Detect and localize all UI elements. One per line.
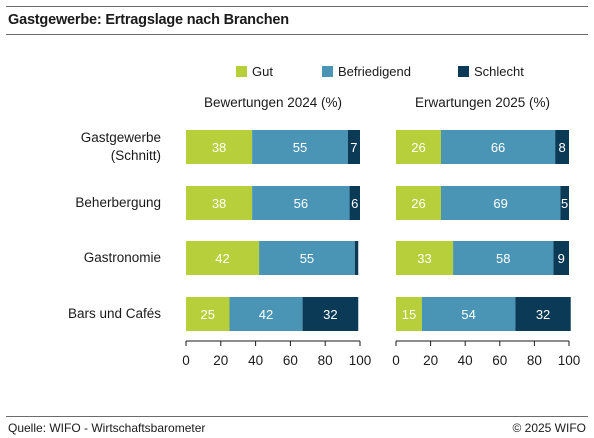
value-label-bewertungen-bars-und-caf-s-gut: 25 xyxy=(201,307,215,322)
value-label-bewertungen-bars-und-caf-s-befriedigend: 42 xyxy=(259,307,273,322)
tick-label-erwartungen-0: 0 xyxy=(392,353,400,368)
legend-label-gut: Gut xyxy=(252,64,273,79)
value-label-erwartungen-gastronomie-befriedigend: 58 xyxy=(496,251,510,266)
panel-title-bewertungen: Bewertungen 2024 (%) xyxy=(204,95,342,110)
tick-label-bewertungen-100: 100 xyxy=(349,353,372,368)
bar-bewertungen-gastronomie-gut xyxy=(186,241,260,275)
bar-erwartungen-gastronomie-gut xyxy=(396,241,454,275)
tick-label-bewertungen-40: 40 xyxy=(248,353,263,368)
value-label-bewertungen-gastgewerbe-schnitt-befriedigend: 55 xyxy=(293,140,307,155)
bar-bewertungen-beherbergung-schlecht xyxy=(349,186,360,220)
legend-swatch-befriedigend xyxy=(322,66,333,77)
tick-label-bewertungen-60: 60 xyxy=(283,353,298,368)
panel-title-erwartungen: Erwartungen 2025 (%) xyxy=(415,95,550,110)
bar-erwartungen-gastgewerbe-schnitt-schlecht xyxy=(555,130,569,164)
value-label-erwartungen-gastronomie-gut: 33 xyxy=(417,251,431,266)
bar-erwartungen-bars-und-caf-s-befriedigend xyxy=(421,297,516,331)
value-label-erwartungen-gastgewerbe-schnitt-schlecht: 8 xyxy=(558,140,565,155)
bar-erwartungen-gastgewerbe-schnitt-gut xyxy=(396,130,441,164)
bar-erwartungen-gastgewerbe-schnitt-befriedigend xyxy=(440,130,556,164)
bar-bewertungen-gastgewerbe-schnitt-befriedigend xyxy=(252,130,348,164)
value-label-erwartungen-beherbergung-gut: 26 xyxy=(411,196,425,211)
legend-label-befriedigend: Befriedigend xyxy=(338,64,411,79)
bar-bewertungen-gastronomie-befriedigend xyxy=(259,241,355,275)
tick-label-bewertungen-0: 0 xyxy=(182,353,190,368)
category-label-schnitt: (Schnitt) xyxy=(111,148,161,163)
value-label-erwartungen-gastronomie-schlecht: 9 xyxy=(558,251,565,266)
value-label-erwartungen-gastgewerbe-schnitt-befriedigend: 66 xyxy=(491,140,505,155)
bar-erwartungen-beherbergung-gut xyxy=(396,186,441,220)
legend-swatch-schlecht xyxy=(458,66,469,77)
value-label-erwartungen-bars-und-caf-s-befriedigend: 54 xyxy=(461,307,475,322)
bar-erwartungen-beherbergung-schlecht xyxy=(560,186,569,220)
tick-label-erwartungen-60: 60 xyxy=(492,353,507,368)
bar-erwartungen-gastronomie-befriedigend xyxy=(453,241,554,275)
chart-area: Gut Befriedigend Schlecht Gastgewerbe (Schni… xyxy=(68,64,581,368)
value-label-erwartungen-bars-und-caf-s-gut: 15 xyxy=(402,307,416,322)
value-label-bewertungen-gastronomie-befriedigend: 55 xyxy=(300,251,314,266)
value-label-bewertungen-gastgewerbe-schnitt-gut: 38 xyxy=(212,140,226,155)
category-label-gastronomie: Gastronomie xyxy=(84,250,161,265)
bar-bewertungen-beherbergung-gut xyxy=(186,186,253,220)
bar-erwartungen-gastronomie-schlecht xyxy=(553,241,569,275)
top-rule xyxy=(6,6,588,7)
tick-label-erwartungen-100: 100 xyxy=(558,353,581,368)
legend-label-schlecht: Schlecht xyxy=(474,64,524,79)
chart-title: Gastgewerbe: Ertragslage nach Branchen xyxy=(8,12,289,28)
bar-bewertungen-beherbergung-befriedigend xyxy=(252,186,350,220)
title-rule xyxy=(6,34,588,35)
source-note: Quelle: WIFO - Wirtschaftsbarometer xyxy=(8,421,206,435)
value-label-bewertungen-beherbergung-befriedigend: 56 xyxy=(294,196,308,211)
bar-bewertungen-gastgewerbe-schnitt-schlecht xyxy=(347,130,360,164)
footer-rule xyxy=(6,416,588,417)
value-label-bewertungen-bars-und-caf-s-schlecht: 32 xyxy=(323,307,337,322)
legend-swatch-gut xyxy=(236,66,247,77)
bar-bewertungen-bars-und-caf-s-gut xyxy=(186,297,230,331)
bar-bewertungen-gastgewerbe-schnitt-gut xyxy=(186,130,253,164)
value-label-bewertungen-gastgewerbe-schnitt-schlecht: 7 xyxy=(350,140,357,155)
tick-label-bewertungen-20: 20 xyxy=(213,353,228,368)
bar-bewertungen-bars-und-caf-s-schlecht xyxy=(302,297,359,331)
category-label-gastgewerbe: Gastgewerbe xyxy=(81,130,161,145)
tick-label-erwartungen-80: 80 xyxy=(527,353,542,368)
bar-erwartungen-beherbergung-befriedigend xyxy=(440,186,561,220)
category-label-bars-und-caf-s: Bars und Cafés xyxy=(68,306,161,321)
tick-label-bewertungen-80: 80 xyxy=(318,353,333,368)
value-label-bewertungen-beherbergung-schlecht: 6 xyxy=(351,196,358,211)
bar-bewertungen-bars-und-caf-s-befriedigend xyxy=(229,297,303,331)
tick-label-erwartungen-40: 40 xyxy=(458,353,473,368)
bar-bewertungen-gastronomie-schlecht xyxy=(354,241,359,275)
tick-label-erwartungen-20: 20 xyxy=(423,353,438,368)
value-label-erwartungen-bars-und-caf-s-schlecht: 32 xyxy=(536,307,550,322)
value-label-erwartungen-beherbergung-schlecht: 5 xyxy=(561,196,568,211)
value-label-bewertungen-gastronomie-gut: 42 xyxy=(215,251,229,266)
value-label-erwartungen-beherbergung-befriedigend: 69 xyxy=(493,196,507,211)
bar-erwartungen-bars-und-caf-s-schlecht xyxy=(515,297,571,331)
value-label-erwartungen-gastgewerbe-schnitt-gut: 26 xyxy=(411,140,425,155)
bar-erwartungen-bars-und-caf-s-gut xyxy=(396,297,422,331)
value-label-bewertungen-beherbergung-gut: 38 xyxy=(212,196,226,211)
category-label-beherbergung: Beherbergung xyxy=(75,195,161,210)
copyright-note: © 2025 WIFO xyxy=(512,421,586,435)
